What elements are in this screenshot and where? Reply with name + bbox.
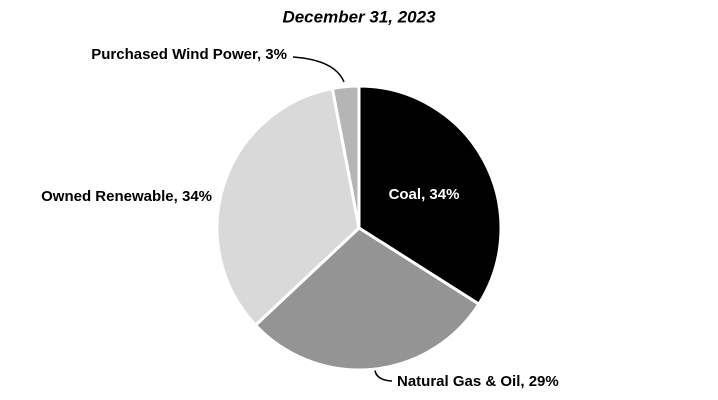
slice-label: Owned Renewable, 34% xyxy=(41,188,212,205)
slice-label: Purchased Wind Power, 3% xyxy=(91,46,287,63)
pie-slice xyxy=(330,84,361,229)
pie-slice xyxy=(215,86,361,328)
chart-title: December 31, 2023 xyxy=(282,7,436,26)
slice-label: Natural Gas & Oil, 29% xyxy=(397,373,559,390)
leader-line xyxy=(292,56,345,83)
leader-line xyxy=(374,369,393,382)
slice-label: Coal, 34% xyxy=(389,186,460,203)
pie-slice xyxy=(253,226,481,372)
